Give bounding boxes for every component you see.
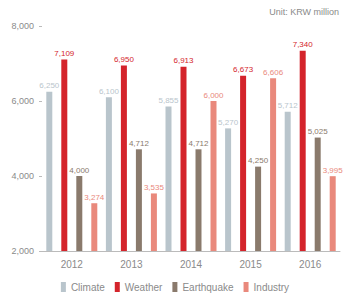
svg-text:8,000: 8,000 xyxy=(11,21,34,31)
svg-text:6,950: 6,950 xyxy=(114,55,135,64)
svg-text:4,250: 4,250 xyxy=(248,156,269,165)
svg-text:4,000: 4,000 xyxy=(11,171,34,181)
svg-text:6,000: 6,000 xyxy=(203,91,224,100)
svg-text:Unit: KRW million: Unit: KRW million xyxy=(269,7,339,17)
svg-text:5,270: 5,270 xyxy=(218,118,239,127)
svg-text:6,606: 6,606 xyxy=(263,68,284,77)
svg-text:5,712: 5,712 xyxy=(278,101,299,110)
svg-text:4,712: 4,712 xyxy=(129,139,150,148)
svg-text:5,025: 5,025 xyxy=(308,127,329,136)
svg-text:Industry: Industry xyxy=(254,282,290,293)
svg-text:6,673: 6,673 xyxy=(233,65,254,74)
svg-text:Climate: Climate xyxy=(71,282,105,293)
svg-text:5,855: 5,855 xyxy=(158,96,179,105)
svg-text:3,274: 3,274 xyxy=(84,193,105,202)
svg-text:Earthquake: Earthquake xyxy=(182,282,234,293)
svg-text:7,109: 7,109 xyxy=(54,49,75,58)
svg-text:7,340: 7,340 xyxy=(293,40,314,49)
svg-text:2,000: 2,000 xyxy=(11,246,34,256)
svg-text:6,100: 6,100 xyxy=(99,87,120,96)
svg-text:2013: 2013 xyxy=(120,259,143,270)
svg-text:6,000: 6,000 xyxy=(11,96,34,106)
svg-text:2015: 2015 xyxy=(239,259,262,270)
svg-text:6,913: 6,913 xyxy=(173,56,194,65)
svg-text:Weather: Weather xyxy=(125,282,163,293)
svg-text:2016: 2016 xyxy=(299,259,322,270)
svg-text:2012: 2012 xyxy=(61,259,84,270)
svg-text:3,535: 3,535 xyxy=(144,183,165,192)
svg-text:2014: 2014 xyxy=(180,259,203,270)
svg-text:3,995: 3,995 xyxy=(323,166,344,175)
svg-text:4,000: 4,000 xyxy=(69,166,90,175)
svg-text:4,712: 4,712 xyxy=(188,139,209,148)
svg-text:6,250: 6,250 xyxy=(39,81,60,90)
